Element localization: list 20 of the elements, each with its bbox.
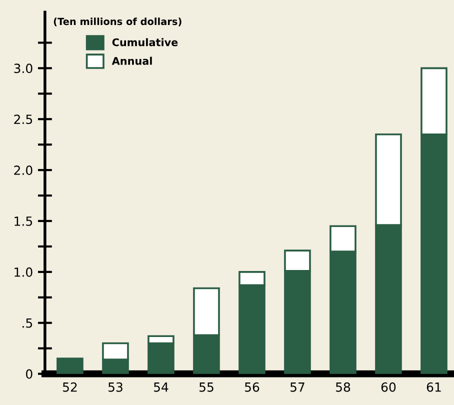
- x-tick-label: 61: [426, 382, 441, 392]
- x-tick-label: 53: [108, 382, 122, 392]
- x-tick-label: 60: [381, 382, 396, 392]
- y-tick-label: 0: [26, 369, 32, 379]
- x-tick-label: 55: [199, 382, 214, 392]
- legend-label: Annual: [112, 56, 152, 65]
- y-tick-label: 2.0: [14, 166, 32, 175]
- y-axis-title: (Ten millions of dollars): [54, 18, 182, 26]
- y-tick-label: 1.5: [14, 216, 32, 226]
- bar: [56, 358, 84, 374]
- y-tick-label: 2.5: [14, 114, 32, 124]
- legend-label: Cumulative: [112, 38, 178, 46]
- y-tick-label: 3.0: [14, 64, 32, 74]
- x-tick-label: 57: [290, 382, 304, 392]
- y-tick-label: .5: [22, 318, 32, 328]
- x-tick-label: 58: [336, 382, 350, 392]
- x-tick-label: 52: [62, 382, 77, 392]
- x-tick-label: 56: [244, 382, 260, 392]
- x-tick-label: 54: [154, 382, 168, 392]
- y-tick-label: 1.0: [14, 267, 32, 277]
